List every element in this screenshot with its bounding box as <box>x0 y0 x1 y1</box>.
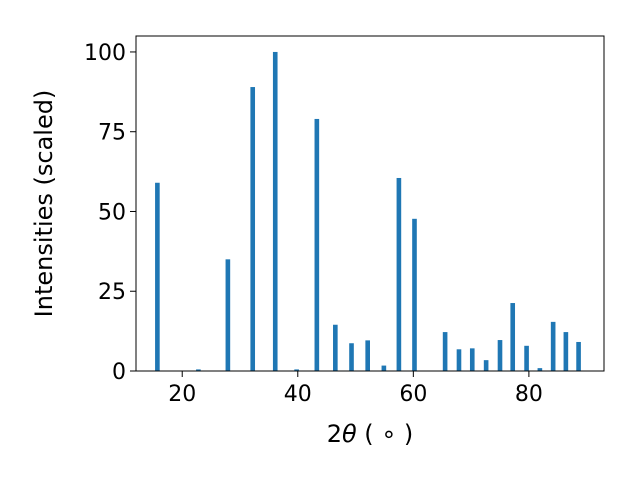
x-tick-label-0: 20 <box>168 382 196 407</box>
bar-13 <box>442 332 448 371</box>
bar-16 <box>483 360 489 371</box>
x-tick-label-1: 40 <box>284 382 312 407</box>
bar-12 <box>412 218 417 371</box>
y-tick-label-3: 75 <box>98 121 126 146</box>
bar-8 <box>349 343 354 371</box>
y-tick-label-2: 50 <box>98 200 126 225</box>
bar-14 <box>456 349 462 371</box>
x-axis-label: 2θ ( ∘ ) <box>327 420 414 448</box>
bars-group <box>155 51 581 372</box>
y-axis-ticks: 0 25 50 75 100 <box>84 41 136 385</box>
y-tick-label-0: 0 <box>112 360 126 385</box>
bar-5 <box>294 369 299 371</box>
x-tick-label-3: 80 <box>515 382 543 407</box>
plot-area <box>136 36 604 371</box>
bar-22 <box>563 332 569 371</box>
bar-4 <box>272 51 278 371</box>
bar-15 <box>469 348 475 371</box>
bar-0 <box>155 182 160 371</box>
x-axis-label-unit: ( ∘ ) <box>357 420 414 448</box>
x-tick-label-2: 60 <box>399 382 427 407</box>
bar-21 <box>550 321 556 371</box>
plot-frame <box>135 35 605 372</box>
x-axis-label-main: 2 <box>327 420 342 448</box>
bar-7 <box>333 324 338 371</box>
bar-3 <box>250 87 256 372</box>
bar-17 <box>497 340 503 371</box>
x-axis-ticks: 20 40 60 80 <box>168 371 543 407</box>
bar-9 <box>365 340 370 371</box>
bar-2 <box>225 259 231 371</box>
y-tick-label-1: 25 <box>98 280 126 305</box>
bar-19 <box>524 345 529 371</box>
bar-23 <box>576 341 581 371</box>
bar-1 <box>196 369 201 371</box>
bar-20 <box>537 368 543 371</box>
bar-10 <box>381 365 387 371</box>
bar-6 <box>314 118 320 371</box>
bar-11 <box>396 177 402 371</box>
y-axis-label: Intensities (scaled) <box>30 90 58 318</box>
y-tick-label-4: 100 <box>84 41 126 66</box>
x-axis-label-symbol: θ <box>342 420 357 448</box>
bar-18 <box>510 303 516 371</box>
